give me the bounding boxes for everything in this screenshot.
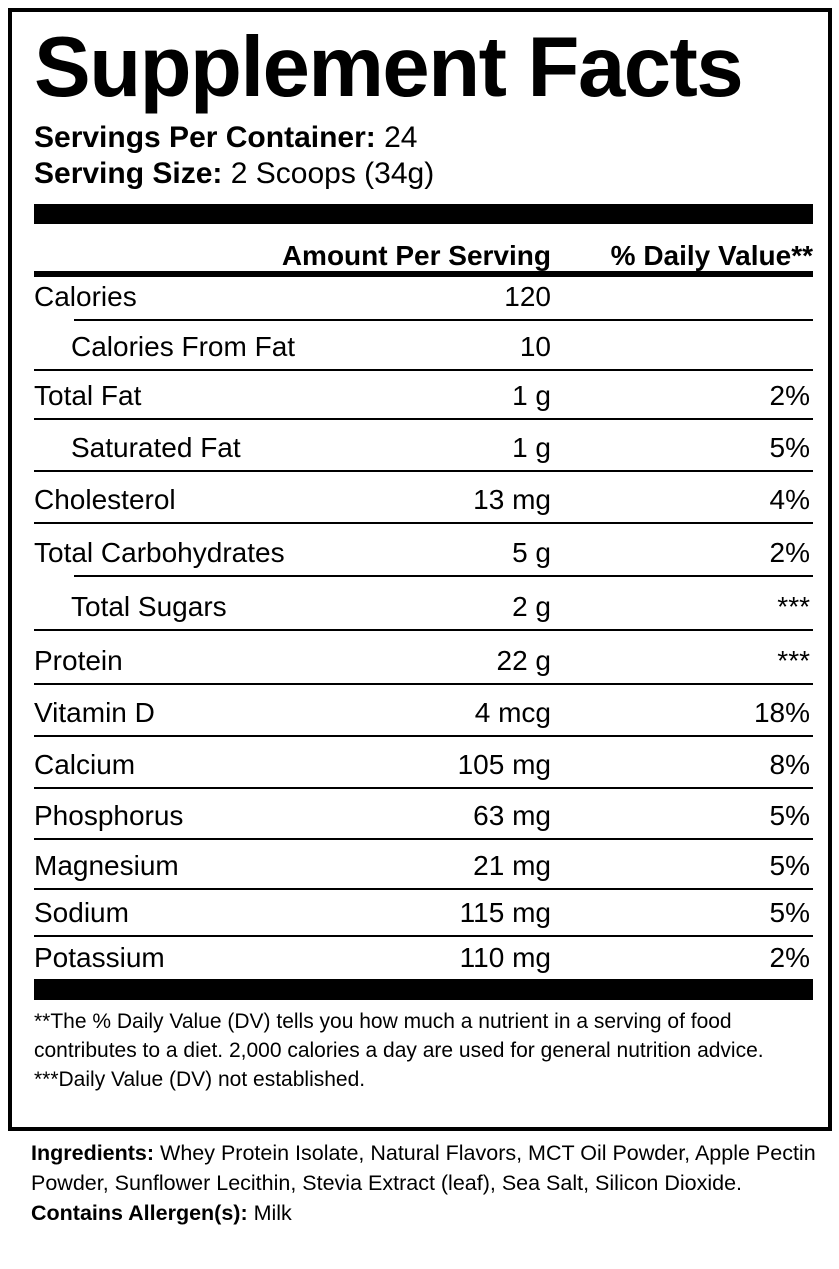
- nutrient-amount: 21 mg: [473, 850, 551, 881]
- nutrient-row: Phosphorus 63 mg 5%: [34, 789, 813, 840]
- nutrient-row: Cholesterol 13 mg 4%: [34, 472, 813, 524]
- dv-header: % Daily Value**: [610, 240, 813, 271]
- nutrient-dv: 5%: [769, 800, 810, 831]
- nutrient-row: Calcium 105 mg 8%: [34, 737, 813, 789]
- nutrient-name: Total Fat: [34, 380, 142, 411]
- nutrient-table: Calories 120 Calories From Fat 10 Total Fat 1…: [34, 277, 813, 982]
- nutrient-amount: 115 mg: [459, 897, 551, 928]
- nutrient-row: Calories 120: [34, 277, 813, 321]
- nutrient-row: Saturated Fat 1 g 5%: [34, 420, 813, 472]
- ingredients-value: Whey Protein Isolate, Natural Flavors, M…: [31, 1141, 816, 1195]
- nutrient-amount: 1 g: [512, 380, 551, 411]
- nutrient-name: Calcium: [34, 749, 136, 780]
- nutrient-dv: 2%: [769, 380, 810, 411]
- nutrient-name: Total Sugars: [71, 591, 227, 622]
- nutrient-name: Vitamin D: [34, 697, 155, 728]
- nutrient-name: Total Carbohydrates: [34, 537, 285, 568]
- nutrient-dv: ***: [777, 645, 810, 676]
- nutrient-dv: 2%: [769, 942, 810, 973]
- nutrient-name: Phosphorus: [34, 800, 184, 831]
- nutrient-amount: 105 mg: [457, 749, 551, 780]
- nutrient-amount: 10: [519, 331, 551, 362]
- nutrient-amount: 63 mg: [473, 800, 551, 831]
- servings-per-container-label: Servings Per Container:: [34, 121, 376, 154]
- bottom-thick-divider: [34, 979, 813, 1000]
- nutrient-dv: 5%: [769, 897, 810, 928]
- footnote-dv: **The % Daily Value (DV) tells you how m…: [34, 1010, 764, 1062]
- nutrient-row: Total Sugars 2 g ***: [34, 577, 813, 631]
- panel-title: Supplement Facts: [34, 20, 744, 115]
- nutrient-amount: 13 mg: [473, 484, 551, 515]
- allergens-label: Contains Allergen(s):: [31, 1201, 248, 1225]
- nutrient-amount: 2 g: [512, 591, 551, 622]
- serving-size-value: 2 Scoops (34g): [230, 157, 435, 190]
- serving-size-label: Serving Size:: [34, 157, 223, 190]
- nutrient-row: Total Fat 1 g 2%: [34, 371, 813, 420]
- nutrient-amount: 22 g: [496, 645, 552, 676]
- nutrient-name: Sodium: [34, 897, 129, 928]
- header-divider: [34, 271, 813, 277]
- nutrient-name: Saturated Fat: [71, 432, 241, 463]
- nutrient-row: Sodium 115 mg 5%: [34, 890, 813, 937]
- thick-divider: [34, 204, 813, 224]
- servings-per-container-value: 24: [384, 121, 418, 154]
- nutrient-dv: ***: [777, 591, 810, 622]
- nutrient-row: Vitamin D 4 mcg 18%: [34, 685, 813, 737]
- nutrient-name: Cholesterol: [34, 484, 176, 515]
- nutrient-dv: 18%: [753, 697, 810, 728]
- nutrient-name: Protein: [34, 645, 123, 676]
- nutrient-name: Potassium: [34, 942, 165, 973]
- nutrient-name: Calories From Fat: [71, 331, 296, 362]
- nutrient-amount: 4 mcg: [474, 697, 551, 728]
- nutrient-amount: 110 mg: [459, 942, 551, 973]
- nutrient-row: Total Carbohydrates 5 g 2%: [34, 524, 813, 577]
- serving-info: Servings Per Container: 24 Serving Size:…: [34, 120, 434, 192]
- nutrient-amount: 5 g: [512, 537, 551, 568]
- nutrient-dv: 5%: [769, 850, 810, 881]
- nutrient-name: Calories: [34, 281, 137, 312]
- nutrient-row: Calories From Fat 10: [34, 321, 813, 371]
- nutrient-row: Potassium 110 mg 2%: [34, 937, 813, 982]
- nutrient-amount: 120: [504, 281, 551, 312]
- nutrient-row: Magnesium 21 mg 5%: [34, 840, 813, 890]
- nutrient-dv: 4%: [769, 484, 810, 515]
- nutrient-dv: 5%: [769, 432, 810, 463]
- allergens-value: Milk: [253, 1201, 292, 1225]
- table-header: Amount Per Serving % Daily Value**: [34, 234, 813, 278]
- ingredients-label: Ingredients:: [31, 1141, 155, 1165]
- nutrient-name: Magnesium: [34, 850, 179, 881]
- nutrient-amount: 1 g: [512, 432, 551, 463]
- nutrient-dv: 2%: [769, 537, 810, 568]
- supplement-facts-panel: Supplement Facts Servings Per Container:…: [8, 8, 832, 1131]
- nutrient-dv: 8%: [769, 749, 810, 780]
- ingredients-section: Ingredients: Whey Protein Isolate, Natur…: [31, 1138, 821, 1228]
- nutrient-row: Protein 22 g ***: [34, 631, 813, 685]
- amount-header: Amount Per Serving: [281, 240, 551, 271]
- footnote-not-established: ***Daily Value (DV) not established.: [34, 1068, 366, 1091]
- footnotes: **The % Daily Value (DV) tells you how m…: [34, 1007, 813, 1094]
